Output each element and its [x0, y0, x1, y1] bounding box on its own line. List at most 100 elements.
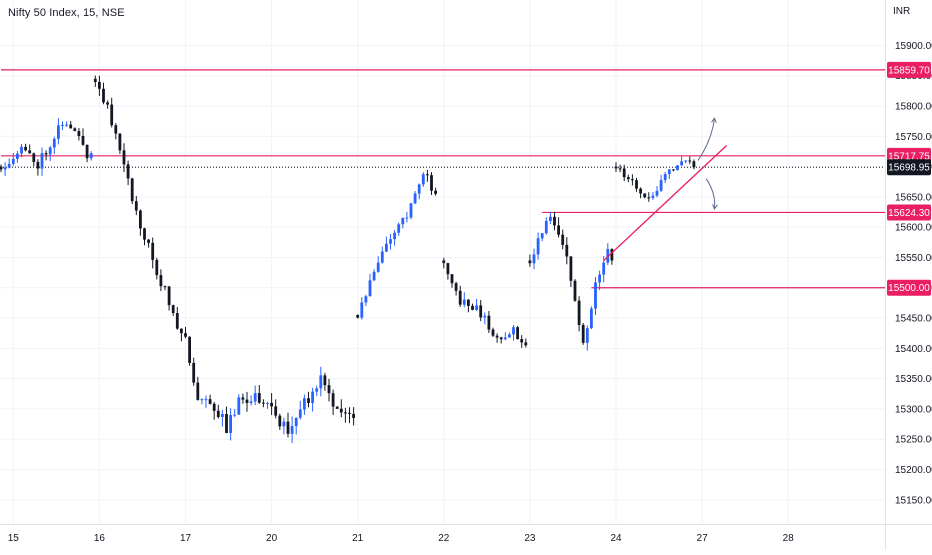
candle-body: [442, 260, 445, 263]
candle-body: [430, 175, 433, 191]
candle-body: [631, 179, 634, 180]
price-tick-label: 15150.00: [895, 495, 932, 506]
candle-body: [483, 316, 486, 318]
candle-body: [49, 148, 52, 155]
candle-body: [348, 413, 351, 414]
candle-body: [229, 415, 232, 433]
candle-body: [471, 306, 474, 310]
candle-body: [311, 392, 314, 403]
candle-body: [94, 79, 97, 82]
candle-body: [135, 201, 138, 210]
drawings[interactable]: [604, 118, 727, 260]
candle-body: [381, 252, 384, 263]
price-axis[interactable]: 15150.0015200.0015250.0015300.0015350.00…: [886, 0, 932, 550]
candle-body: [192, 363, 195, 383]
time-tick-label: 20: [266, 533, 278, 544]
candle-body: [106, 102, 109, 104]
price-tick-label: 15900.00: [895, 41, 932, 52]
candle-body: [16, 154, 19, 159]
candle-body: [541, 233, 544, 238]
candle-body: [151, 243, 154, 260]
level-price-label: 15500.00: [888, 283, 930, 294]
candle-body: [69, 125, 72, 129]
candle-body: [627, 177, 630, 179]
candle-body: [53, 139, 56, 148]
candle-body: [516, 327, 519, 339]
candle-body: [73, 128, 76, 131]
candle-body: [65, 125, 68, 126]
candle-body: [377, 263, 380, 272]
currency-label: INR: [893, 6, 910, 17]
arrow-down-icon[interactable]: [706, 179, 715, 209]
candle-body: [643, 193, 646, 197]
candle-body: [590, 309, 593, 329]
candle-body: [176, 313, 179, 329]
candle-body: [565, 245, 568, 257]
candle-body: [57, 125, 60, 138]
candle-body: [475, 305, 478, 309]
candle-body: [660, 180, 663, 191]
candle-body: [356, 315, 359, 318]
arrow-up-icon[interactable]: [698, 118, 714, 160]
candle-body: [196, 383, 199, 400]
candle-body: [401, 218, 404, 224]
candle-body: [656, 191, 659, 196]
candle-body: [570, 256, 573, 280]
candle-body: [553, 217, 556, 226]
candle-body: [315, 388, 318, 391]
candle-body: [24, 147, 27, 150]
candle-body: [102, 89, 105, 103]
price-tick-label: 15450.00: [895, 314, 932, 325]
candle-body: [172, 305, 175, 313]
candle-body: [561, 235, 564, 245]
candle-body: [426, 174, 429, 175]
time-tick-label: 28: [783, 533, 795, 544]
candle-body: [287, 422, 290, 434]
symbol-title[interactable]: Nifty 50 Index, 15, NSE: [8, 7, 125, 19]
candle-body: [246, 400, 249, 403]
candle-body: [37, 162, 40, 169]
candle-body: [647, 197, 650, 198]
candle-body: [496, 336, 499, 338]
candle-body: [237, 397, 240, 414]
candle-body: [8, 164, 11, 168]
candle-body: [369, 280, 372, 296]
candle-body: [594, 282, 597, 308]
candle-body: [492, 330, 495, 336]
candle-body: [41, 153, 44, 168]
price-tick-label: 15800.00: [895, 102, 932, 113]
candle-body: [180, 329, 183, 334]
candle-body: [332, 393, 335, 406]
current-price-label: 15698.95: [888, 163, 930, 174]
candle-body: [512, 327, 515, 334]
candle-body: [393, 233, 396, 239]
candle-body: [319, 375, 322, 388]
price-tick-label: 15750.00: [895, 132, 932, 143]
candle-body: [615, 167, 618, 169]
candle-body: [410, 203, 413, 217]
trendline[interactable]: [604, 145, 727, 260]
candle-body: [508, 334, 511, 337]
price-tick-label: 15250.00: [895, 435, 932, 446]
candle-body: [504, 338, 507, 340]
candle-body: [324, 375, 327, 385]
candle-body: [434, 191, 437, 194]
candle-body: [127, 164, 130, 178]
candle-body: [45, 153, 48, 154]
level-price-label: 15859.70: [888, 65, 930, 76]
candle-body: [676, 165, 679, 170]
candle-body: [12, 159, 15, 164]
candle-body: [365, 296, 368, 302]
candle-body: [291, 426, 294, 434]
candle-body: [61, 125, 64, 126]
candle-body: [254, 393, 257, 401]
candle-body: [82, 136, 85, 145]
candle-body: [303, 398, 306, 409]
candle-body: [119, 134, 122, 151]
candle-body: [488, 316, 491, 330]
candle-body: [164, 286, 167, 287]
candle-body: [307, 398, 310, 403]
